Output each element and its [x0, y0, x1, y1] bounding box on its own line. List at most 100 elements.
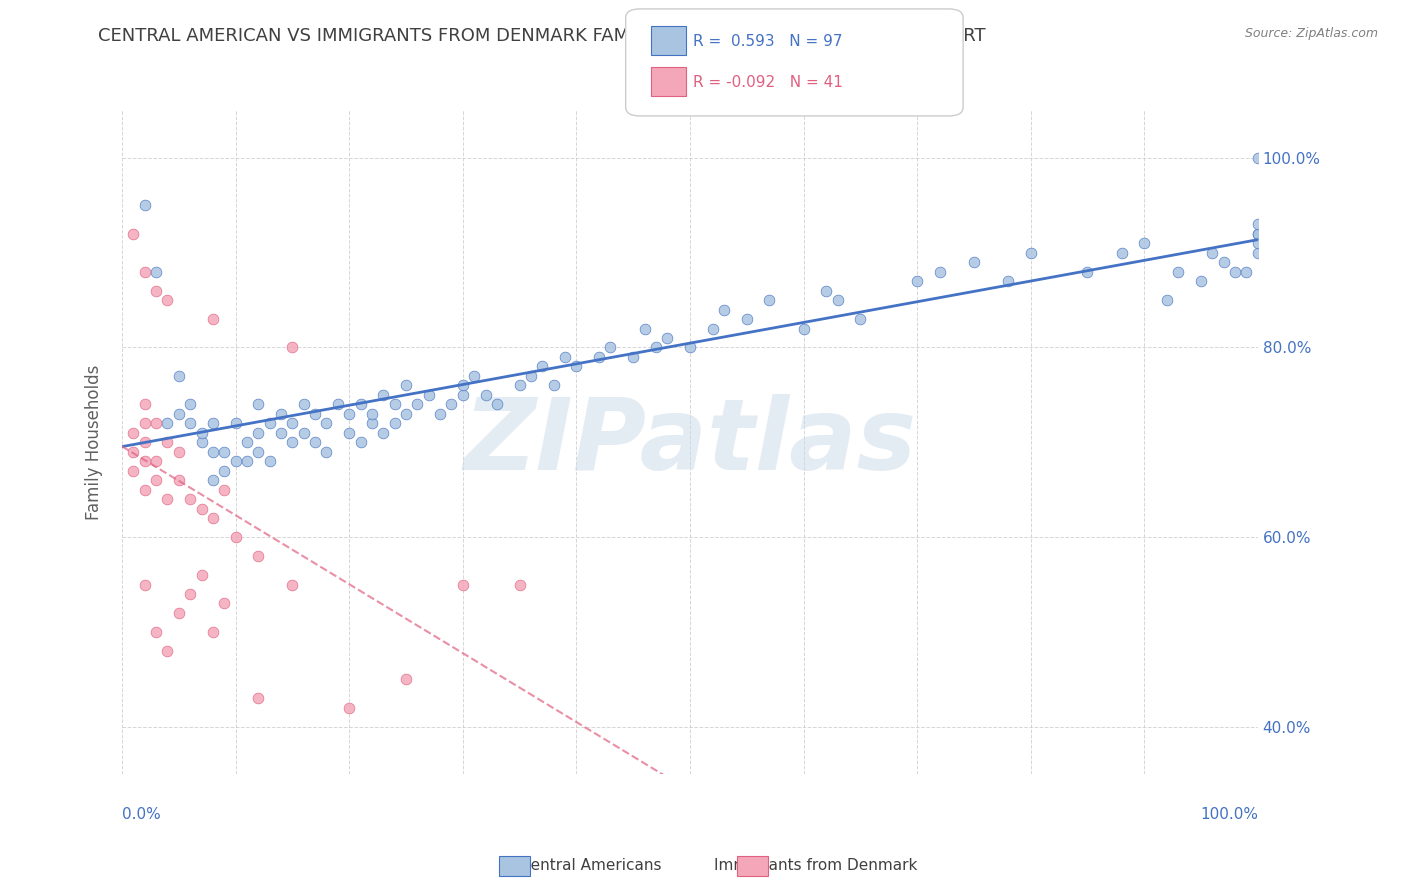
Point [1076, 265, 1098, 279]
Point [122, 227, 145, 241]
Point [849, 312, 872, 326]
Point [1133, 236, 1156, 251]
Point [1156, 293, 1178, 307]
Point [179, 397, 201, 411]
Point [190, 425, 212, 440]
Point [384, 397, 406, 411]
Point [247, 425, 270, 440]
Point [509, 378, 531, 392]
Point [758, 293, 780, 307]
Point [236, 454, 259, 468]
Point [304, 435, 326, 450]
Point [361, 407, 384, 421]
Point [1247, 236, 1270, 251]
Point [349, 435, 371, 450]
Point [201, 444, 224, 458]
Point [270, 407, 292, 421]
Point [315, 417, 337, 431]
Text: 100.0%: 100.0% [1199, 807, 1258, 822]
Text: Central Americans: Central Americans [520, 858, 661, 872]
Point [1019, 245, 1042, 260]
Point [201, 312, 224, 326]
Point [406, 397, 429, 411]
Text: ZIPatlas: ZIPatlas [464, 393, 917, 491]
Point [395, 407, 418, 421]
Point [429, 407, 451, 421]
Point [190, 435, 212, 450]
Point [997, 274, 1019, 288]
Point [509, 577, 531, 591]
Point [179, 587, 201, 601]
Point [156, 492, 179, 507]
Point [225, 454, 247, 468]
Point [145, 473, 167, 487]
Point [134, 417, 156, 431]
Point [134, 397, 156, 411]
Point [792, 321, 814, 335]
Point [134, 483, 156, 497]
Point [621, 350, 644, 364]
Point [1167, 265, 1189, 279]
Text: R =  0.593   N = 97: R = 0.593 N = 97 [693, 34, 842, 48]
Point [326, 397, 349, 411]
Y-axis label: Family Households: Family Households [86, 365, 103, 520]
Point [905, 274, 928, 288]
Text: 0.0%: 0.0% [122, 807, 160, 822]
Point [418, 388, 440, 402]
Point [1212, 255, 1234, 269]
Point [361, 417, 384, 431]
Point [247, 397, 270, 411]
Point [531, 359, 554, 374]
Text: R = -0.092   N = 41: R = -0.092 N = 41 [693, 75, 844, 89]
Point [1247, 151, 1270, 165]
Point [679, 341, 702, 355]
Point [145, 284, 167, 298]
Point [214, 444, 236, 458]
Point [201, 417, 224, 431]
Point [134, 577, 156, 591]
Point [657, 331, 679, 345]
Point [167, 473, 190, 487]
Point [474, 388, 496, 402]
Point [827, 293, 849, 307]
Point [565, 359, 588, 374]
Point [588, 350, 610, 364]
Point [928, 265, 950, 279]
Point [337, 407, 360, 421]
Point [145, 265, 167, 279]
Point [520, 368, 543, 383]
Point [1247, 227, 1270, 241]
Point [201, 624, 224, 639]
Point [134, 265, 156, 279]
Point [156, 293, 179, 307]
Point [167, 368, 190, 383]
Point [1236, 265, 1258, 279]
Point [122, 464, 145, 478]
Point [292, 397, 315, 411]
Point [259, 454, 281, 468]
Point [1223, 265, 1246, 279]
Point [247, 691, 270, 706]
Point [179, 492, 201, 507]
Point [440, 397, 463, 411]
Point [145, 417, 167, 431]
Point [281, 417, 304, 431]
Text: Immigrants from Denmark: Immigrants from Denmark [714, 858, 917, 872]
Point [713, 302, 735, 317]
Point [134, 435, 156, 450]
Point [190, 568, 212, 582]
Point [395, 378, 418, 392]
Point [485, 397, 508, 411]
Point [543, 378, 565, 392]
Point [451, 378, 474, 392]
Point [281, 435, 304, 450]
Point [134, 198, 156, 212]
Point [1247, 217, 1270, 231]
Point [337, 425, 360, 440]
Point [735, 312, 758, 326]
Point [1189, 274, 1212, 288]
Point [554, 350, 576, 364]
Point [644, 341, 666, 355]
Text: Source: ZipAtlas.com: Source: ZipAtlas.com [1244, 27, 1378, 40]
Point [156, 417, 179, 431]
